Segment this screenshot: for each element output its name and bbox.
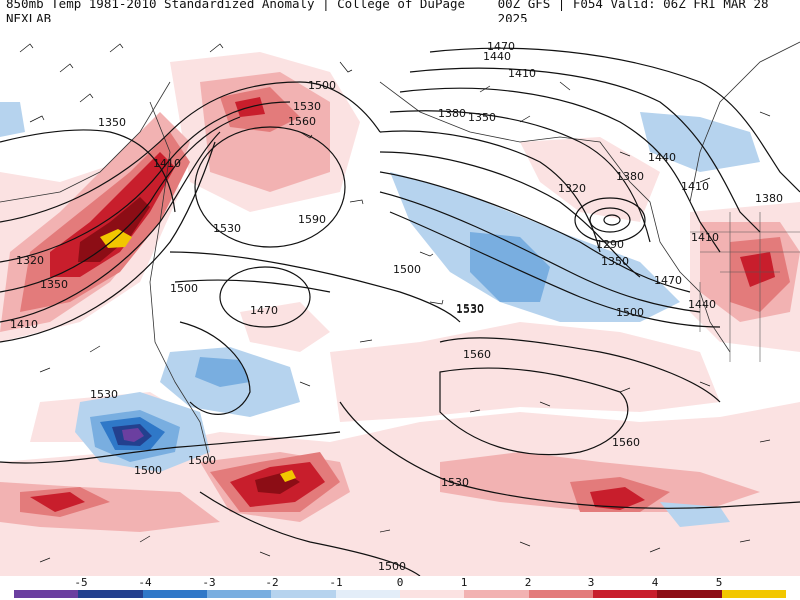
contour-label: 1470 [654,274,682,287]
contour-label: 1350 [98,116,126,129]
colorbar-tick: -2 [265,576,279,589]
colorbar-tick: -5 [74,576,88,589]
colorbar-tick: -1 [329,576,343,589]
colorbar-strip [14,590,786,598]
contour-label: 1530 [456,303,484,316]
wind-barbs [19,43,771,563]
contour-label: 1530 [293,100,321,113]
contour-label: 1500 [188,454,216,467]
contour-label: 1470 [487,40,515,53]
colorbar-segment [335,590,400,598]
contour-label: 1560 [288,115,316,128]
contour-label: 1380 [438,107,466,120]
state-borders [690,212,800,362]
contour-label: 1440 [688,298,716,311]
contour-label: 1500 [170,282,198,295]
contour-label: 1500 [378,560,406,573]
colorbar-segment [14,590,79,598]
negative-anomaly-extreme [122,428,144,442]
colorbar-segment [206,590,272,598]
contour-label: 1530 [213,222,241,235]
contour-label: 1500 [616,306,644,319]
contour-label: 1290 [596,238,624,251]
contour-label: 1560 [612,436,640,449]
contour-label: 1350 [40,278,68,291]
contour-label: 1440 [483,50,511,63]
contour-label: 1320 [558,182,586,195]
colorbar-tick: -3 [202,576,216,589]
contour-label: 1530 [90,388,118,401]
colorbar-tick: 4 [651,576,659,589]
contour-labels: 1470 1440 1410 1380 1350 1500 1530 1560 … [10,40,783,573]
anomaly-colorbar: -5 -4 -3 -2 -1 0 1 2 3 4 5 [0,576,800,600]
colorbar-tick: 0 [396,576,404,589]
colorbar-segment [271,590,336,598]
contour-label: 1380 [616,170,644,183]
contour-label: 1590 [298,213,326,226]
colorbar-segment [464,590,529,598]
contour-label: 1440 [648,151,676,164]
colorbar-segment [399,590,465,598]
colorbar-tick: -4 [138,576,152,589]
colorbar-segment [657,590,722,598]
contour-label: 1500 [393,263,421,276]
contour-label: 1410 [691,231,719,244]
colorbar-segment [528,590,593,598]
colorbar-tick: 3 [587,576,595,589]
colorbar-tick: 2 [524,576,532,589]
contour-label: 1350 [468,111,496,124]
anomaly-map: 1470 1440 1410 1380 1350 1500 1530 1560 … [0,22,800,576]
map-header: 850mb Temp 1981-2010 Standardized Anomal… [0,0,800,26]
contour-label: 1320 [16,254,44,267]
contour-label: 1410 [10,318,38,331]
colorbar-tick: 5 [715,576,723,589]
contour-label: 1410 [681,180,709,193]
colorbar-segment [142,590,207,598]
contour-label: 1500 [308,79,336,92]
contour-label: 1380 [755,192,783,205]
positive-anomaly-peak [100,229,296,482]
contour-label: 1500 [134,464,162,477]
colorbar-tick: 1 [460,576,468,589]
contour-label: 1560 [463,348,491,361]
colorbar-segment [592,590,658,598]
colorbar-segment [721,590,786,598]
colorbar-segment [78,590,143,598]
contour-label: 1410 [508,67,536,80]
contour-label: 1410 [153,157,181,170]
height-contours [0,47,800,576]
contour-label: 1350 [601,255,629,268]
contour-label: 1530 [456,302,484,315]
contour-label: 1530 [441,476,469,489]
contour-label: 1470 [250,304,278,317]
